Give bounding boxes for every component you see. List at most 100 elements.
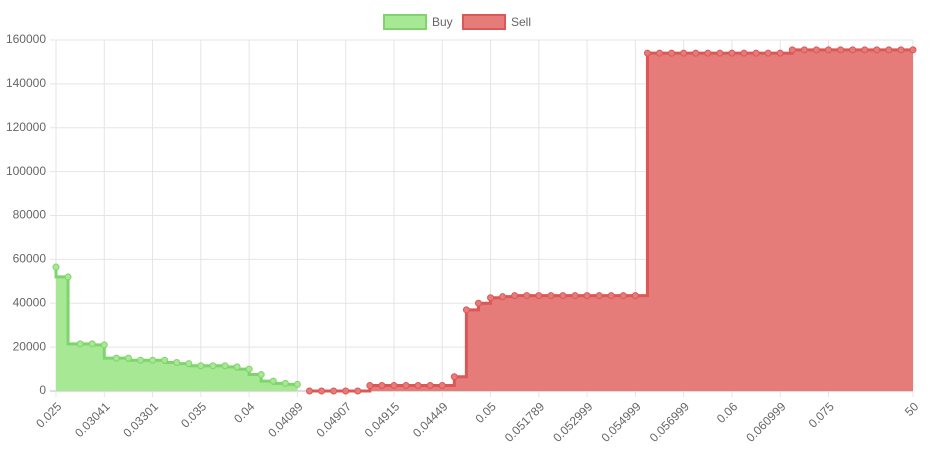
point (619, 292, 627, 300)
point (149, 356, 157, 364)
point (112, 354, 120, 362)
legend-swatch (462, 14, 506, 30)
point (390, 382, 398, 390)
point (861, 46, 869, 54)
point (402, 382, 410, 390)
point (197, 362, 205, 370)
point (583, 292, 591, 300)
y-tick-label: 120000 (6, 120, 46, 134)
point (595, 292, 603, 300)
x-tick-label: 0.04915 (362, 399, 403, 440)
point (318, 387, 326, 395)
point (764, 49, 772, 57)
y-tick-label: 160000 (6, 32, 46, 46)
point (680, 49, 688, 57)
area (309, 49, 913, 391)
point (825, 46, 833, 54)
point (547, 292, 555, 300)
point (450, 373, 458, 381)
point (354, 387, 362, 395)
point (209, 362, 217, 370)
y-tick-label: 60000 (13, 252, 47, 266)
point (740, 49, 748, 57)
point (499, 293, 507, 301)
point (788, 46, 796, 54)
point (414, 382, 422, 390)
x-tick-label: 0.075 (806, 399, 837, 430)
point (776, 49, 784, 57)
point (728, 49, 736, 57)
point (100, 341, 108, 349)
x-tick-label: 0.054999 (598, 399, 644, 445)
point (668, 49, 676, 57)
point (462, 306, 470, 314)
point (76, 340, 84, 348)
point (837, 46, 845, 54)
y-tick-label: 20000 (13, 339, 47, 353)
point (643, 49, 651, 57)
x-tick-label: 0.04089 (265, 399, 306, 440)
x-tick-label: 50 (902, 399, 922, 419)
point (342, 387, 350, 395)
point (487, 294, 495, 302)
x-tick-label: 0.025 (33, 399, 64, 430)
point (257, 371, 265, 379)
point (897, 46, 905, 54)
point (559, 292, 567, 300)
x-tick-label: 0.04449 (410, 399, 451, 440)
point (378, 382, 386, 390)
point (426, 382, 434, 390)
point (571, 292, 579, 300)
point (185, 360, 193, 368)
point (330, 387, 338, 395)
point (474, 299, 482, 307)
point (849, 46, 857, 54)
x-tick-label: 0.035 (178, 399, 209, 430)
legend-label: Sell (511, 15, 531, 29)
x-tick-label: 0.04907 (313, 399, 354, 440)
point (812, 46, 820, 54)
point (523, 292, 531, 300)
x-tick-label: 0.052999 (550, 399, 596, 445)
y-tick-label: 40000 (13, 295, 47, 309)
y-tick-label: 100000 (6, 164, 46, 178)
point (704, 49, 712, 57)
point (692, 49, 700, 57)
point (173, 358, 181, 366)
x-tick-label: 0.056999 (647, 399, 693, 445)
x-tick-label: 0.04 (231, 399, 258, 426)
point (631, 292, 639, 300)
point (305, 387, 313, 395)
x-tick-label: 0.060999 (743, 399, 789, 445)
point (221, 362, 229, 370)
point (511, 292, 519, 300)
x-tick-label: 0.03041 (72, 399, 113, 440)
point (136, 356, 144, 364)
point (366, 382, 374, 390)
point (52, 263, 60, 271)
point (873, 46, 881, 54)
legend-swatch (383, 14, 427, 30)
point (716, 49, 724, 57)
point (233, 363, 241, 371)
point (752, 49, 760, 57)
x-tick-label: 0.051789 (502, 399, 548, 445)
x-tick-label: 0.06 (714, 399, 741, 426)
point (64, 273, 72, 281)
point (161, 356, 169, 364)
point (124, 354, 132, 362)
point (800, 46, 808, 54)
x-tick-label: 0.05 (472, 399, 499, 426)
legend-label: Buy (432, 15, 453, 29)
point (245, 365, 253, 373)
x-tick-label: 0.03301 (120, 399, 161, 440)
point (885, 46, 893, 54)
point (607, 292, 615, 300)
point (438, 382, 446, 390)
y-tick-label: 80000 (13, 208, 47, 222)
point (535, 292, 543, 300)
point (909, 46, 917, 54)
y-tick-label: 0 (39, 383, 46, 397)
point (88, 340, 96, 348)
